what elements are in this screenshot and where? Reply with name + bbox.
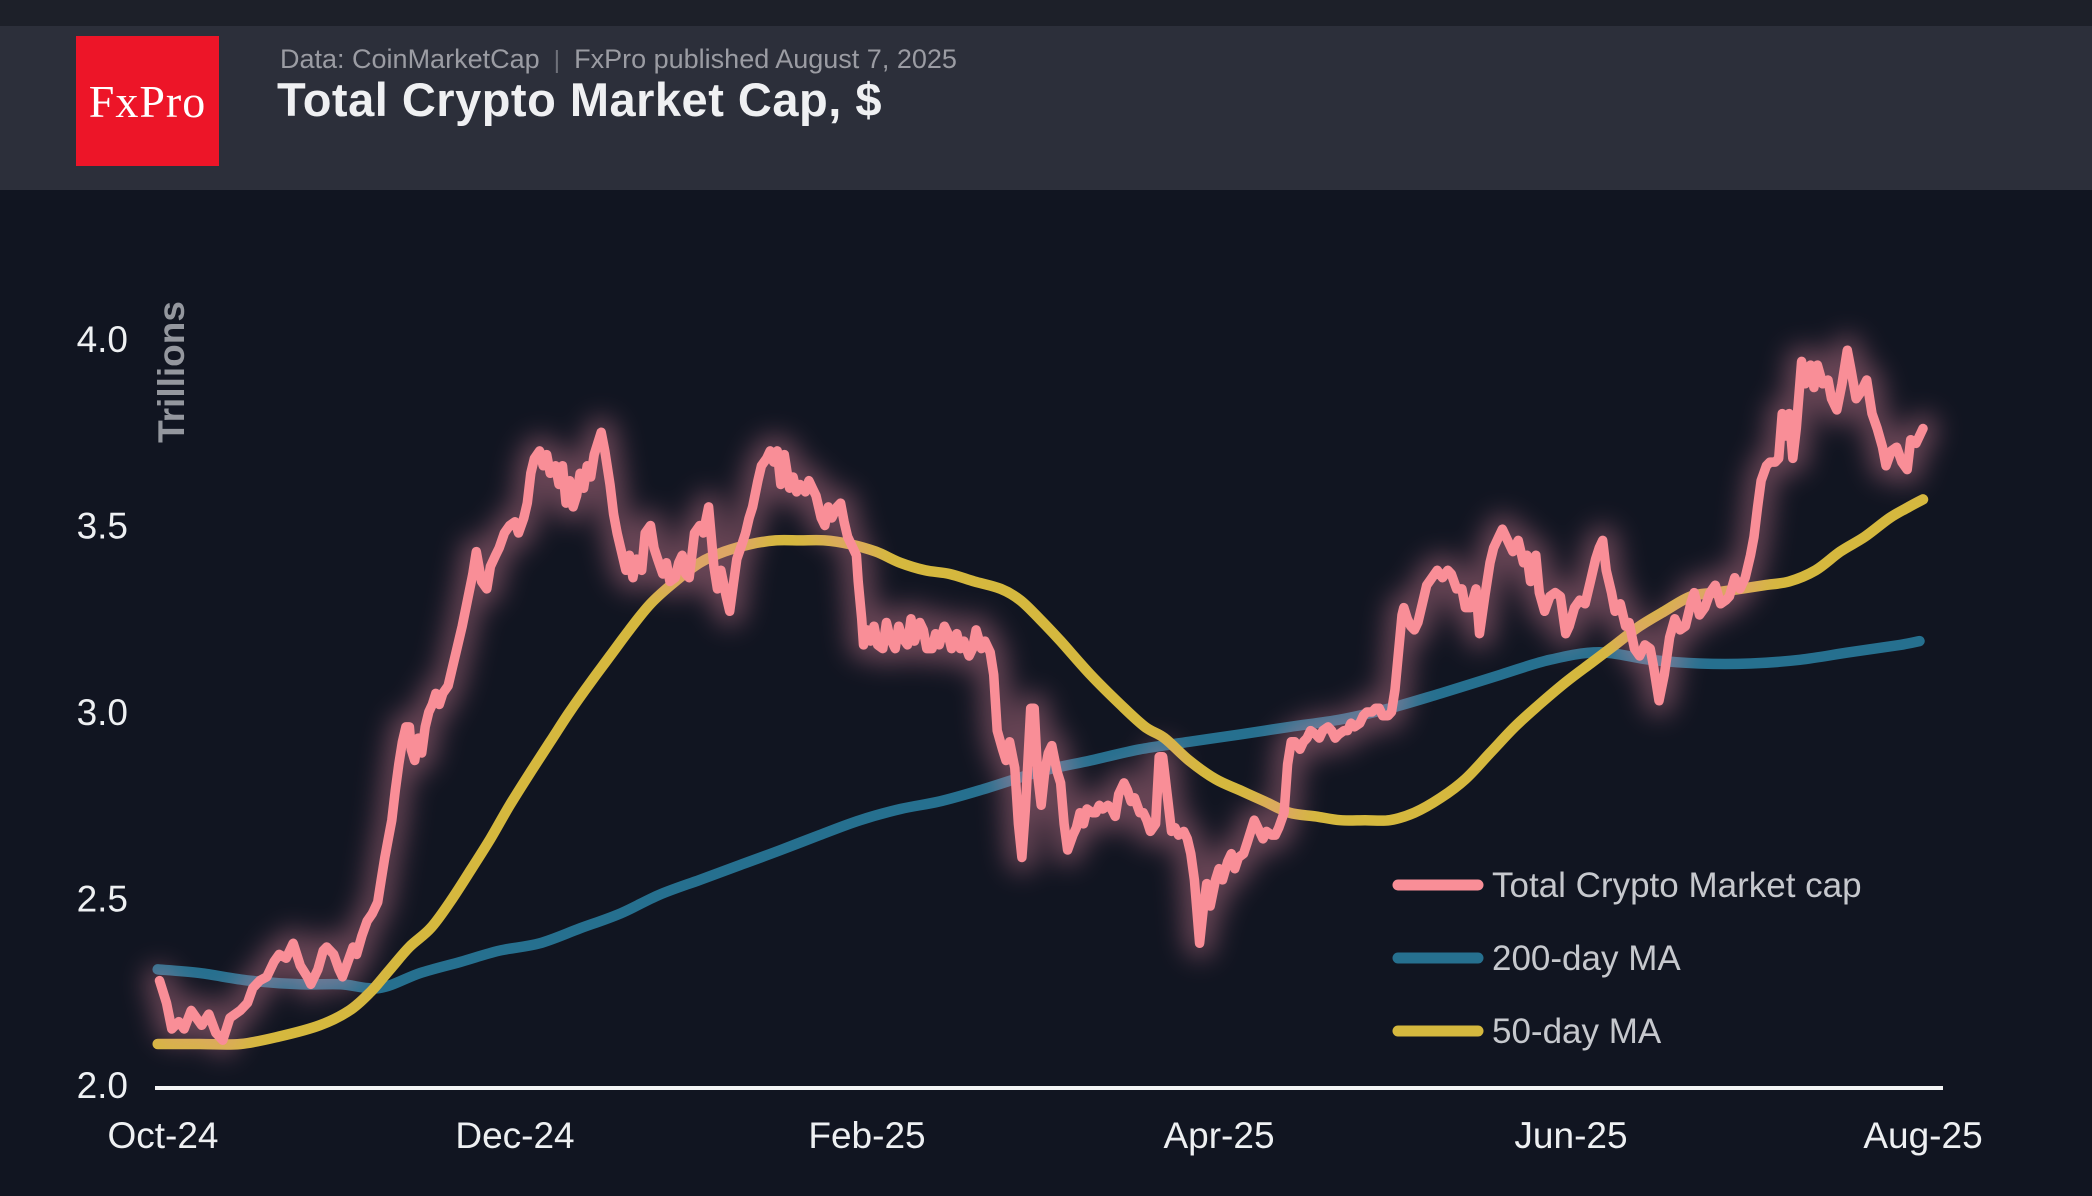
source-line: Data: CoinMarketCap | FxPro published Augu… bbox=[280, 44, 957, 75]
top-strip bbox=[0, 0, 2092, 26]
x-tick-label: Dec-24 bbox=[455, 1115, 574, 1156]
x-tick-label: Feb-25 bbox=[808, 1115, 925, 1156]
y-tick-label: 3.0 bbox=[77, 692, 128, 733]
source-published-label: FxPro published August 7, 2025 bbox=[574, 44, 957, 74]
chart-series-layer bbox=[144, 335, 1938, 1056]
x-tick-label: Aug-25 bbox=[1863, 1115, 1982, 1156]
source-data-label: Data: CoinMarketCap bbox=[280, 44, 540, 74]
y-tick-label: 2.0 bbox=[77, 1065, 128, 1106]
legend-label-50-day-ma: 50-day MA bbox=[1492, 1012, 1662, 1051]
legend: Total Crypto Market cap 200-day MA 50-da… bbox=[1392, 866, 1862, 1051]
fxpro-logo-text: FxPro bbox=[88, 75, 207, 127]
series-line-0 bbox=[154, 345, 1928, 1045]
y-tick-label: 2.5 bbox=[77, 879, 128, 920]
source-separator: | bbox=[553, 46, 561, 74]
legend-label-200-day-ma: 200-day MA bbox=[1492, 939, 1681, 978]
chart-ticks-layer: 2.0 2.5 3.0 3.5 4.0 Oct-24 Dec-24 Feb-25 Apr-25 J… bbox=[77, 319, 1983, 1156]
x-tick-label: Jun-25 bbox=[1514, 1115, 1627, 1156]
header: FxPro Data: CoinMarketCap | FxPro publishe… bbox=[0, 0, 2092, 190]
fxpro-logo: FxPro bbox=[76, 36, 219, 166]
y-tick-label: 3.5 bbox=[77, 506, 128, 547]
y-axis-title: Trillions bbox=[151, 301, 192, 443]
y-tick-label: 4.0 bbox=[77, 319, 128, 360]
page-title: Total Crypto Market Cap, $ bbox=[277, 73, 882, 126]
x-tick-label: Apr-25 bbox=[1163, 1115, 1274, 1156]
x-tick-label: Oct-24 bbox=[107, 1115, 218, 1156]
legend-label-total-crypto-market-cap: Total Crypto Market cap bbox=[1492, 866, 1862, 905]
